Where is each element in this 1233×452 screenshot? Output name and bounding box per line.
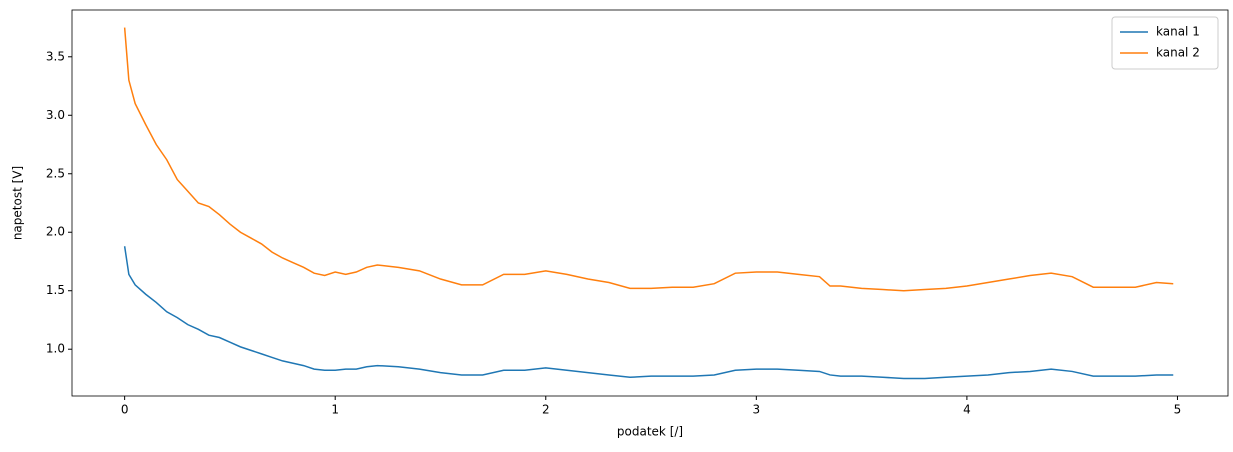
- x-tick-label: 2: [542, 403, 550, 417]
- y-tick-label: 2.0: [46, 225, 65, 239]
- legend: kanal 1 kanal 2: [1111, 16, 1219, 70]
- y-axis-label: napetost [V]: [11, 166, 25, 240]
- x-tick-label: 1: [331, 403, 339, 417]
- legend-label: kanal 1: [1156, 25, 1200, 39]
- y-tick-label: 3.0: [46, 108, 65, 122]
- x-tick-label: 4: [963, 403, 971, 417]
- y-tick-label: 1.0: [46, 342, 65, 356]
- plot-frame: [71, 9, 1229, 397]
- y-tick-label: 1.5: [46, 283, 65, 297]
- x-tick-label: 5: [1174, 403, 1182, 417]
- y-tick-label: 3.5: [46, 49, 65, 63]
- legend-label: kanal 2: [1156, 46, 1200, 60]
- series-line: [123, 246, 1174, 380]
- x-tick-label: 0: [121, 403, 129, 417]
- x-tick-label: 3: [753, 403, 761, 417]
- x-axis-label: podatek [/]: [617, 425, 683, 439]
- y-tick-label: 2.5: [46, 166, 65, 180]
- series-line: [123, 27, 1174, 292]
- legend-box: [1111, 16, 1219, 70]
